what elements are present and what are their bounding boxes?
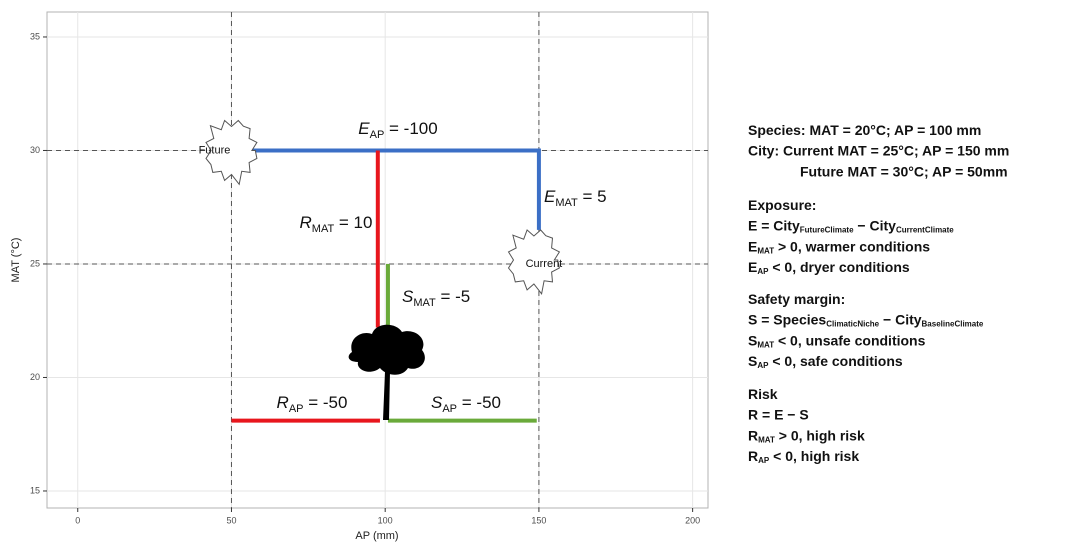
annotation-symbol: R — [300, 213, 312, 232]
point-label: Future — [199, 144, 231, 156]
x-tick-label: 200 — [685, 515, 700, 525]
annotation-symbol: E — [358, 119, 370, 138]
chart: FutureCurrent EAP = -100EMAT = 5RMAT = 1… — [0, 0, 1086, 547]
y-tick-label: 20 — [30, 372, 40, 382]
annotation: RMAT = 10 — [300, 213, 373, 234]
annotation: SMAT = -5 — [402, 287, 470, 308]
note-text: S — [748, 353, 757, 369]
note-text: < 0, dryer conditions — [768, 259, 909, 275]
annotation-subscript: AP — [289, 403, 304, 415]
note-text: R = E − S — [748, 406, 809, 422]
note-text: R — [748, 448, 758, 464]
y-axis-title: MAT (°C) — [10, 238, 22, 283]
note-subscript: ClimaticNiche — [826, 320, 879, 329]
note-text: R — [748, 427, 758, 443]
annotation-value: = -100 — [384, 119, 437, 138]
note-line: Risk — [748, 386, 778, 402]
annotation-value: = -5 — [436, 287, 471, 306]
note-line: Species: MAT = 20°C; AP = 100 mm — [748, 122, 981, 138]
note-subscript: AP — [757, 267, 769, 276]
annotation-subscript: MAT — [413, 297, 436, 309]
note-text: − City — [879, 311, 922, 327]
note-subscript: AP — [757, 361, 769, 370]
annotation-value: = -50 — [457, 393, 501, 412]
y-tick-label: 35 — [30, 31, 40, 41]
note-line: City: Current MAT = 25°C; AP = 150 mm — [748, 142, 1009, 158]
note-text: Risk — [748, 386, 778, 402]
note-subscript: BaselineClimate — [922, 320, 984, 329]
annotation-value: = -50 — [304, 393, 348, 412]
note-line: Future MAT = 30°C; AP = 50mm — [800, 163, 1008, 179]
annotation: SAP = -50 — [431, 393, 501, 414]
note-subscript: FutureClimate — [800, 226, 854, 235]
note-line: S = SpeciesClimaticNiche − CityBaselineC… — [748, 311, 984, 328]
note-text: Future MAT = 30°C; AP = 50mm — [800, 163, 1008, 179]
note-line: RAP < 0, high risk — [748, 448, 859, 465]
note-line: SAP < 0, safe conditions — [748, 353, 903, 370]
note-text: > 0, warmer conditions — [774, 238, 930, 254]
note-line: E = CityFutureClimate − CityCurrentClima… — [748, 217, 954, 234]
x-axis-title: AP (mm) — [355, 530, 398, 542]
y-tick-label: 15 — [30, 485, 40, 495]
y-tick-label: 30 — [30, 145, 40, 155]
note-text: E = City — [748, 217, 800, 233]
note-text: Species: MAT = 20°C; AP = 100 mm — [748, 122, 981, 138]
note-text: < 0, safe conditions — [768, 353, 902, 369]
x-tick-label: 50 — [226, 515, 236, 525]
x-tick-label: 0 — [75, 515, 80, 525]
point-label: Current — [526, 258, 563, 270]
note-text: E — [748, 238, 757, 254]
note-text: City: Current MAT = 25°C; AP = 150 mm — [748, 142, 1009, 158]
x-tick-label: 150 — [531, 515, 546, 525]
x-tick-label: 100 — [378, 515, 393, 525]
page: FutureCurrent EAP = -100EMAT = 5RMAT = 1… — [0, 0, 1086, 547]
note-subscript: AP — [758, 456, 770, 465]
note-line: EMAT > 0, warmer conditions — [748, 238, 930, 255]
note-subscript: MAT — [757, 341, 774, 350]
note-text: S = Species — [748, 311, 826, 327]
annotation: RAP = -50 — [277, 393, 348, 414]
annotation-symbol: S — [431, 393, 443, 412]
note-line: Safety margin: — [748, 291, 845, 307]
y-tick-label: 25 — [30, 258, 40, 268]
note-text: > 0, high risk — [775, 427, 865, 443]
note-line: SMAT < 0, unsafe conditions — [748, 332, 926, 349]
note-text: Safety margin: — [748, 291, 845, 307]
note-text: < 0, high risk — [769, 448, 859, 464]
note-text: < 0, unsafe conditions — [774, 332, 926, 348]
note-text: S — [748, 332, 757, 348]
annotation-subscript: MAT — [555, 197, 578, 209]
annotation-value: = 5 — [578, 187, 607, 206]
annotation-subscript: MAT — [312, 223, 335, 235]
note-subscript: MAT — [757, 247, 774, 256]
note-text: Exposure: — [748, 197, 816, 213]
note-line: EAP < 0, dryer conditions — [748, 259, 910, 276]
note-text: − City — [854, 217, 897, 233]
annotation-subscript: AP — [370, 129, 385, 141]
note-text: E — [748, 259, 757, 275]
note-line: RMAT > 0, high risk — [748, 427, 865, 444]
note-subscript: CurrentClimate — [896, 226, 954, 235]
annotation-symbol: S — [402, 287, 414, 306]
annotation-symbol: R — [277, 393, 289, 412]
annotation-value: = 10 — [334, 213, 372, 232]
note-line: Exposure: — [748, 197, 816, 213]
note-line: R = E − S — [748, 406, 809, 422]
annotation-subscript: AP — [442, 403, 457, 415]
note-subscript: MAT — [758, 436, 775, 445]
annotation-symbol: E — [544, 187, 556, 206]
notes: Species: MAT = 20°C; AP = 100 mm City: Cu… — [748, 122, 1009, 466]
